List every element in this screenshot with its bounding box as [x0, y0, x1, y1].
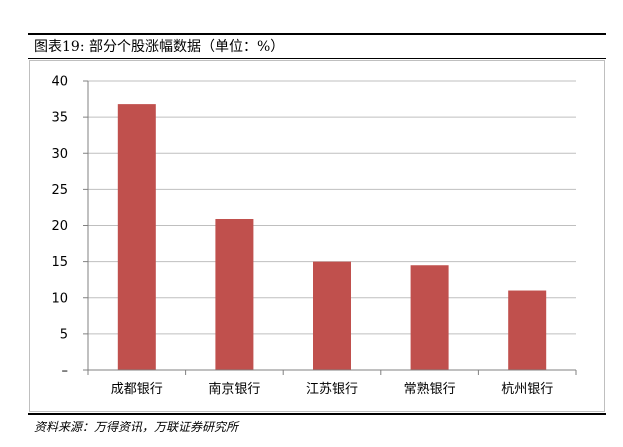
y-axis-ticks: – 5 10 15 20 25 30 35 40: [51, 75, 88, 379]
y-tick-label: 35: [51, 111, 68, 126]
source-note: 资料来源：万得资讯，万联证券研究所: [34, 420, 239, 434]
x-axis-labels: 成都银行 南京银行 江苏银行 常熟银行 杭州银行: [111, 381, 553, 397]
y-tick-label: 15: [51, 255, 68, 270]
y-tick-label: 5: [60, 327, 68, 342]
y-tick-label: 40: [51, 75, 68, 90]
y-tick-label: 10: [51, 291, 68, 306]
x-tick-label: 杭州银行: [501, 382, 553, 397]
bar: [117, 104, 156, 371]
bar: [410, 265, 449, 370]
bar: [508, 290, 547, 370]
axes: [87, 81, 577, 375]
bar: [313, 261, 351, 370]
y-tick-label: 25: [51, 183, 68, 198]
title-top-rule: [28, 33, 606, 35]
y-tick-label: 20: [51, 219, 68, 234]
chart-title: 图表19: 部分个股涨幅数据（单位：%）: [34, 39, 285, 55]
bar: [215, 218, 254, 370]
x-tick-label: 南京银行: [208, 381, 260, 397]
bars: [117, 104, 547, 371]
title-bottom-rule: [28, 58, 606, 59]
x-tick-label: 成都银行: [111, 382, 163, 397]
y-tick-label: 30: [51, 147, 68, 162]
source-top-rule: [28, 413, 606, 415]
chart-frame: [29, 60, 605, 412]
y-tick-label: –: [62, 364, 69, 379]
x-tick-label: 江苏银行: [306, 381, 358, 397]
x-tick-label: 常熟银行: [404, 381, 456, 397]
